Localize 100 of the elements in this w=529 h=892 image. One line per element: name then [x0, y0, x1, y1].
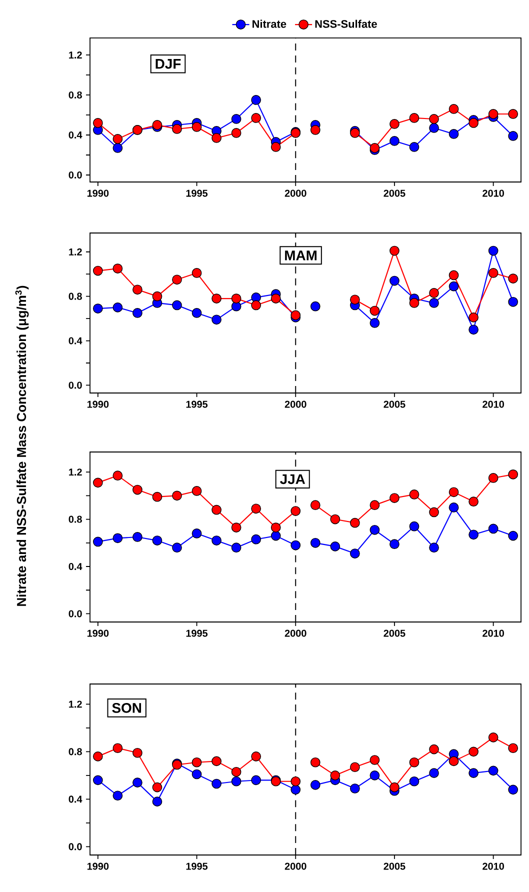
point: [448, 281, 459, 292]
y-tick-label: 0.0: [68, 610, 82, 618]
point: [409, 113, 420, 123]
point: [429, 744, 439, 754]
point: [429, 123, 439, 133]
point: [468, 496, 478, 507]
legend-label: NSS-Sulfate: [315, 20, 377, 28]
point: [132, 532, 142, 542]
y-tick-label: 0.4: [68, 337, 82, 344]
point: [330, 542, 340, 552]
x-tick-label: 1995: [186, 190, 208, 197]
y-tick-label: 0.4: [68, 562, 82, 570]
point: [350, 762, 360, 772]
point: [270, 142, 281, 152]
point: [251, 300, 262, 310]
legend-label: Nitrate: [252, 20, 286, 28]
point: [270, 530, 281, 541]
point: [409, 521, 420, 532]
point: [350, 294, 360, 305]
point: [310, 301, 320, 312]
y-tick-label: 0.8: [68, 292, 82, 300]
point: [251, 534, 262, 544]
point: [429, 114, 439, 124]
point: [92, 752, 103, 762]
point: [92, 478, 103, 488]
point: [488, 766, 498, 776]
point: [390, 276, 400, 286]
point: [468, 746, 478, 757]
x-tick-label: 2010: [482, 630, 504, 637]
point: [488, 473, 498, 483]
point: [172, 124, 182, 134]
point: [231, 542, 242, 553]
point: [112, 533, 123, 544]
point: [172, 274, 182, 285]
point: [290, 506, 301, 516]
point: [172, 490, 182, 501]
point: [212, 536, 222, 546]
point: [508, 274, 518, 284]
point: [270, 294, 281, 304]
y-tick-label: 1.2: [69, 248, 82, 256]
point: [92, 266, 103, 276]
y-tick-label: 0.4: [68, 796, 82, 803]
point: [132, 484, 142, 495]
point: [92, 304, 103, 314]
y-tick-label: 0.0: [68, 843, 82, 850]
x-tick-label: 2010: [482, 190, 504, 197]
point: [192, 308, 202, 318]
point: [508, 109, 518, 119]
point: [330, 514, 340, 524]
point: [310, 757, 320, 768]
point: [192, 268, 202, 278]
text: SON: [112, 702, 142, 713]
point: [429, 542, 439, 553]
point: [370, 318, 380, 328]
point: [192, 757, 202, 768]
point: [390, 539, 400, 550]
x-tick-label: 1990: [87, 862, 109, 870]
point: [231, 114, 242, 124]
point: [212, 294, 222, 304]
point: [192, 769, 202, 780]
point: [212, 756, 222, 766]
point: [92, 775, 103, 786]
point: [251, 504, 262, 514]
point: [132, 308, 142, 318]
point: [370, 755, 380, 765]
point: [132, 748, 142, 758]
point: [448, 129, 459, 139]
x-tick-label: 1990: [87, 630, 109, 637]
x-tick-label: 2000: [284, 400, 306, 408]
point: [231, 766, 242, 777]
point: [508, 784, 518, 795]
y-tick-label: 0.0: [68, 171, 82, 179]
y-tick-label: 1.2: [69, 700, 82, 708]
point: [132, 284, 142, 295]
point: [448, 104, 459, 114]
point: [390, 782, 400, 792]
y-tick-label: 0.4: [68, 131, 82, 139]
x-tick-label: 1995: [186, 862, 208, 870]
point: [251, 775, 262, 786]
point: [409, 298, 420, 308]
point: [390, 136, 400, 146]
x-tick-label: 1990: [87, 190, 109, 197]
x-tick-label: 2010: [482, 862, 504, 870]
point: [468, 324, 478, 335]
point: [172, 542, 182, 553]
point: [231, 522, 242, 532]
point: [192, 122, 202, 132]
point: [370, 500, 380, 510]
point: [112, 143, 123, 153]
point: [132, 778, 142, 788]
point: [429, 507, 439, 518]
point: [251, 752, 262, 762]
point: [251, 113, 262, 123]
point: [488, 524, 498, 534]
point: [310, 500, 320, 510]
point: [468, 768, 478, 778]
point: [409, 142, 420, 152]
point: [92, 118, 103, 128]
point: [330, 770, 340, 780]
point: [152, 492, 162, 502]
